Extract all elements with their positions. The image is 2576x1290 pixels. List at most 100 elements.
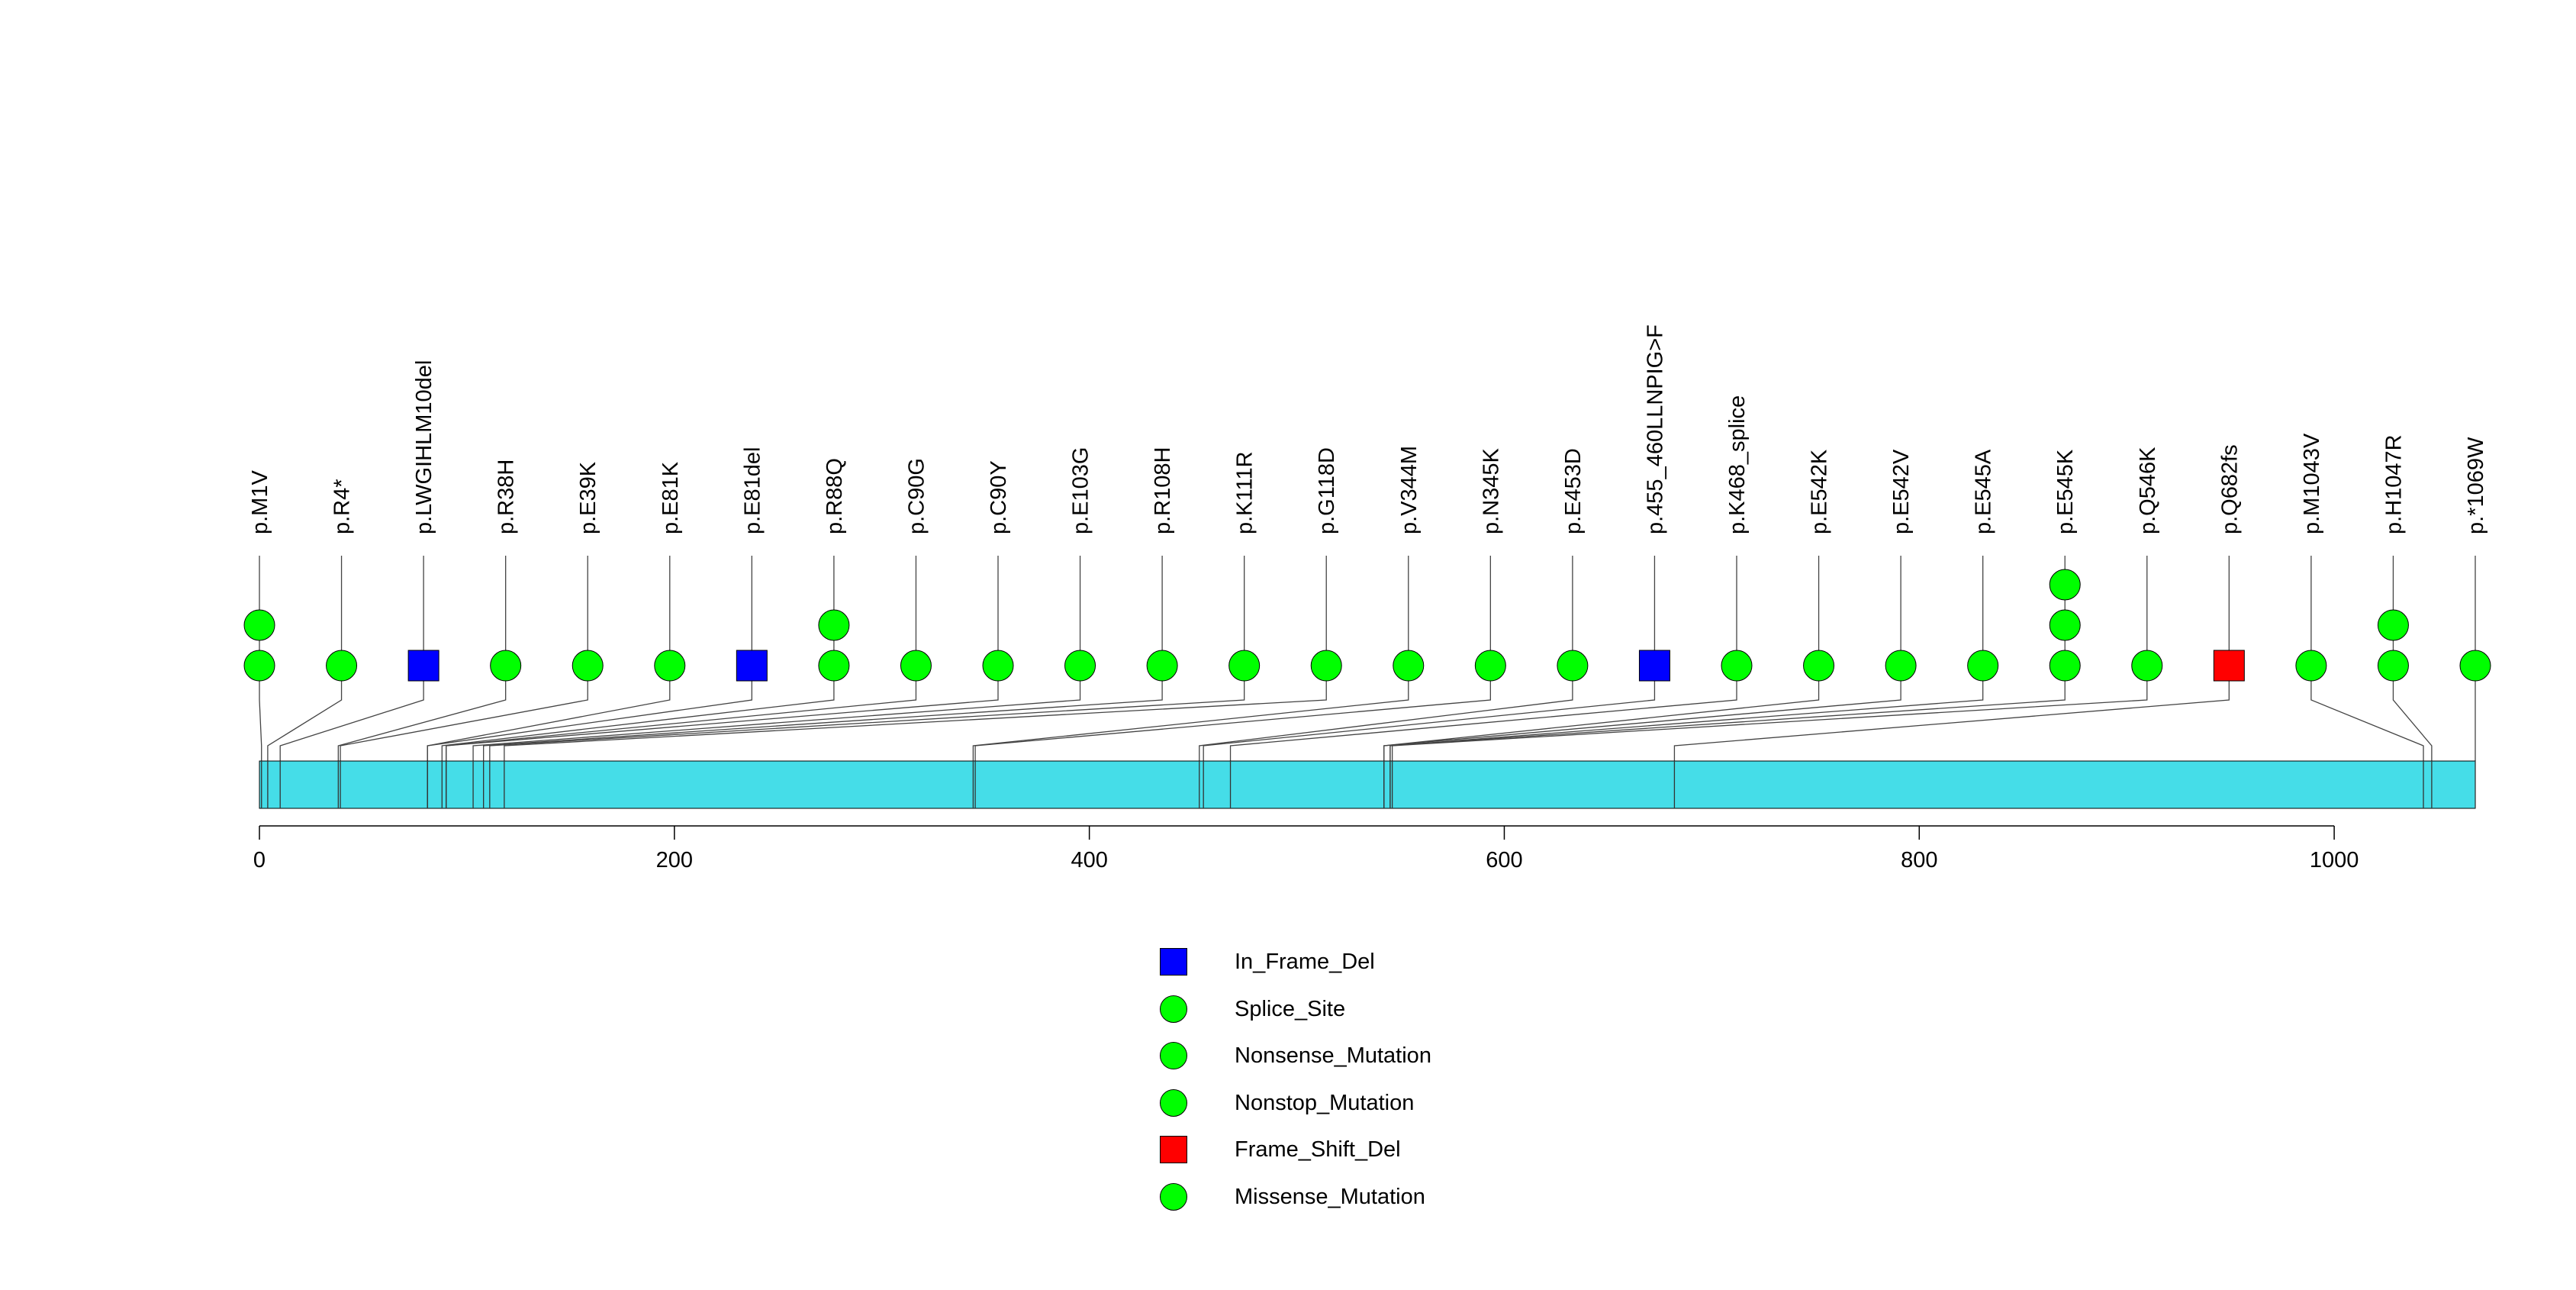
legend-square-marker <box>1160 948 1187 976</box>
legend-square-marker <box>1160 1136 1187 1164</box>
mutation-marker-circle <box>1310 650 1342 682</box>
connector-line <box>2310 666 2424 761</box>
mutation-marker-circle <box>1557 650 1589 682</box>
x-tick-label: 600 <box>1486 848 1522 872</box>
mutation-label: p.E545A <box>1972 449 1996 534</box>
connector-line <box>1673 666 2230 761</box>
mutation-label: p.M1V <box>248 470 272 534</box>
mutation-marker-circle <box>1064 650 1096 682</box>
mutation-marker-circle <box>243 650 275 682</box>
mutation-label: p.E81del <box>740 447 765 534</box>
legend-label: Nonstop_Mutation <box>1235 1090 1415 1115</box>
mutation-marker-circle <box>1885 650 1917 682</box>
connector-line <box>1203 666 1656 761</box>
lollipop-stems <box>259 556 2476 666</box>
x-tick-label: 400 <box>1071 848 1107 872</box>
connector-line <box>483 666 1163 761</box>
mutation-marker-circle <box>1474 650 1506 682</box>
mutation-marker-circle <box>326 650 358 682</box>
legend-circle-marker <box>1160 995 1187 1023</box>
mutation-marker-circle <box>2049 609 2081 641</box>
mutation-label: p.455_460LLNPIG>F <box>1643 324 1667 534</box>
mutation-marker-circle <box>572 650 604 682</box>
mutation-label: p.R88Q <box>823 458 847 534</box>
mutation-label: p.E39K <box>576 461 601 534</box>
connector-line <box>1391 666 2148 761</box>
x-axis: 0 200 400 600 800 1000 <box>253 825 2359 872</box>
mutation-marker-square <box>2213 650 2245 682</box>
mutation-marker-square <box>1638 650 1670 682</box>
connector-line <box>259 666 262 761</box>
mutation-marker-circle <box>1967 650 1999 682</box>
mutation-marker-circle <box>490 650 522 682</box>
mutation-label: p.E542V <box>1889 449 1914 534</box>
x-tick-label: 1000 <box>2310 848 2359 872</box>
mutation-marker-circle <box>2459 650 2491 682</box>
mutation-label: p.N345K <box>1479 447 1503 534</box>
connector-line <box>441 666 835 761</box>
mutation-label: p.R108H <box>1151 447 1175 534</box>
mutation-label: p.V344M <box>1397 446 1422 534</box>
mutation-label: p.*1069W <box>2464 437 2488 534</box>
mutation-label: p.E103G <box>1069 447 1093 534</box>
connector-lines <box>259 666 2476 761</box>
connector-line <box>1389 666 2066 761</box>
mutation-marker-circle <box>2377 609 2409 641</box>
mutation-label: p.R38H <box>494 460 519 534</box>
mutation-label: p.K468_splice <box>1725 395 1750 534</box>
mutation-label: p.M1043V <box>2300 433 2324 534</box>
mutation-label: p.E81K <box>658 461 683 534</box>
mutation-marker-circle <box>2049 569 2081 601</box>
mutation-marker-circle <box>2377 650 2409 682</box>
connector-line <box>974 666 1491 761</box>
x-tick-label: 800 <box>1901 848 1937 872</box>
mutation-marker-square <box>407 650 440 682</box>
mutation-label: p.R4* <box>330 479 355 534</box>
connector-line <box>972 666 1409 761</box>
x-tick-label: 200 <box>656 848 693 872</box>
legend-label: Nonsense_Mutation <box>1235 1043 1431 1069</box>
mutation-marker-circle <box>900 650 932 682</box>
mutation-label: p.LWGIHLM10del <box>412 360 436 534</box>
mutation-marker-circle <box>982 650 1014 682</box>
connector-line <box>472 666 1081 761</box>
legend-circle-marker <box>1160 1042 1187 1070</box>
mutation-marker-circle <box>1146 650 1178 682</box>
connector-line <box>504 666 1327 761</box>
mutation-marker-circle <box>1803 650 1835 682</box>
connector-line <box>489 666 1245 761</box>
connector-line <box>1389 666 1984 761</box>
legend-label: Frame_Shift_Del <box>1235 1137 1401 1163</box>
mutation-label: p.H1047R <box>2381 434 2406 534</box>
mutation-marker-circle <box>2131 650 2163 682</box>
legend-label: In_Frame_Del <box>1235 950 1375 974</box>
mutation-label: p.C90G <box>904 458 929 534</box>
mutation-label: p.G118D <box>1315 447 1339 534</box>
connector-line <box>340 666 588 761</box>
connector-line <box>267 666 343 761</box>
mutation-labels: p.M1V p.R4* p.LWGIHLM10del p.R38H p.E39K p.E8… <box>248 324 2488 534</box>
mutation-label: p.K111R <box>1233 451 1257 534</box>
mutation-label: p.E545K <box>2053 449 2078 534</box>
mutation-label: p.E542K <box>1808 449 1832 534</box>
connector-line <box>1229 666 1737 761</box>
protein-bar-position-marks <box>261 761 2476 808</box>
legend-circle-marker <box>1160 1088 1187 1117</box>
mutation-label: p.Q546K <box>2136 447 2160 534</box>
mutation-marker-circle <box>2295 650 2327 682</box>
mutation-marker-circle <box>654 650 686 682</box>
connector-line <box>279 666 424 761</box>
mutation-marker-circle <box>2049 650 2081 682</box>
mutation-marker-circle <box>818 650 850 682</box>
mutation-marker-circle <box>1721 650 1753 682</box>
connector-line <box>337 666 507 761</box>
mutation-marker-square <box>736 650 768 682</box>
mutation-label: p.C90Y <box>987 460 1011 534</box>
connector-line <box>1199 666 1573 761</box>
legend-label: Splice_Site <box>1235 996 1346 1021</box>
protein-bar <box>259 760 2476 809</box>
connector-line <box>427 666 752 761</box>
mutation-label: p.E453D <box>1561 448 1586 534</box>
mutation-label: p.Q682fs <box>2217 444 2242 534</box>
